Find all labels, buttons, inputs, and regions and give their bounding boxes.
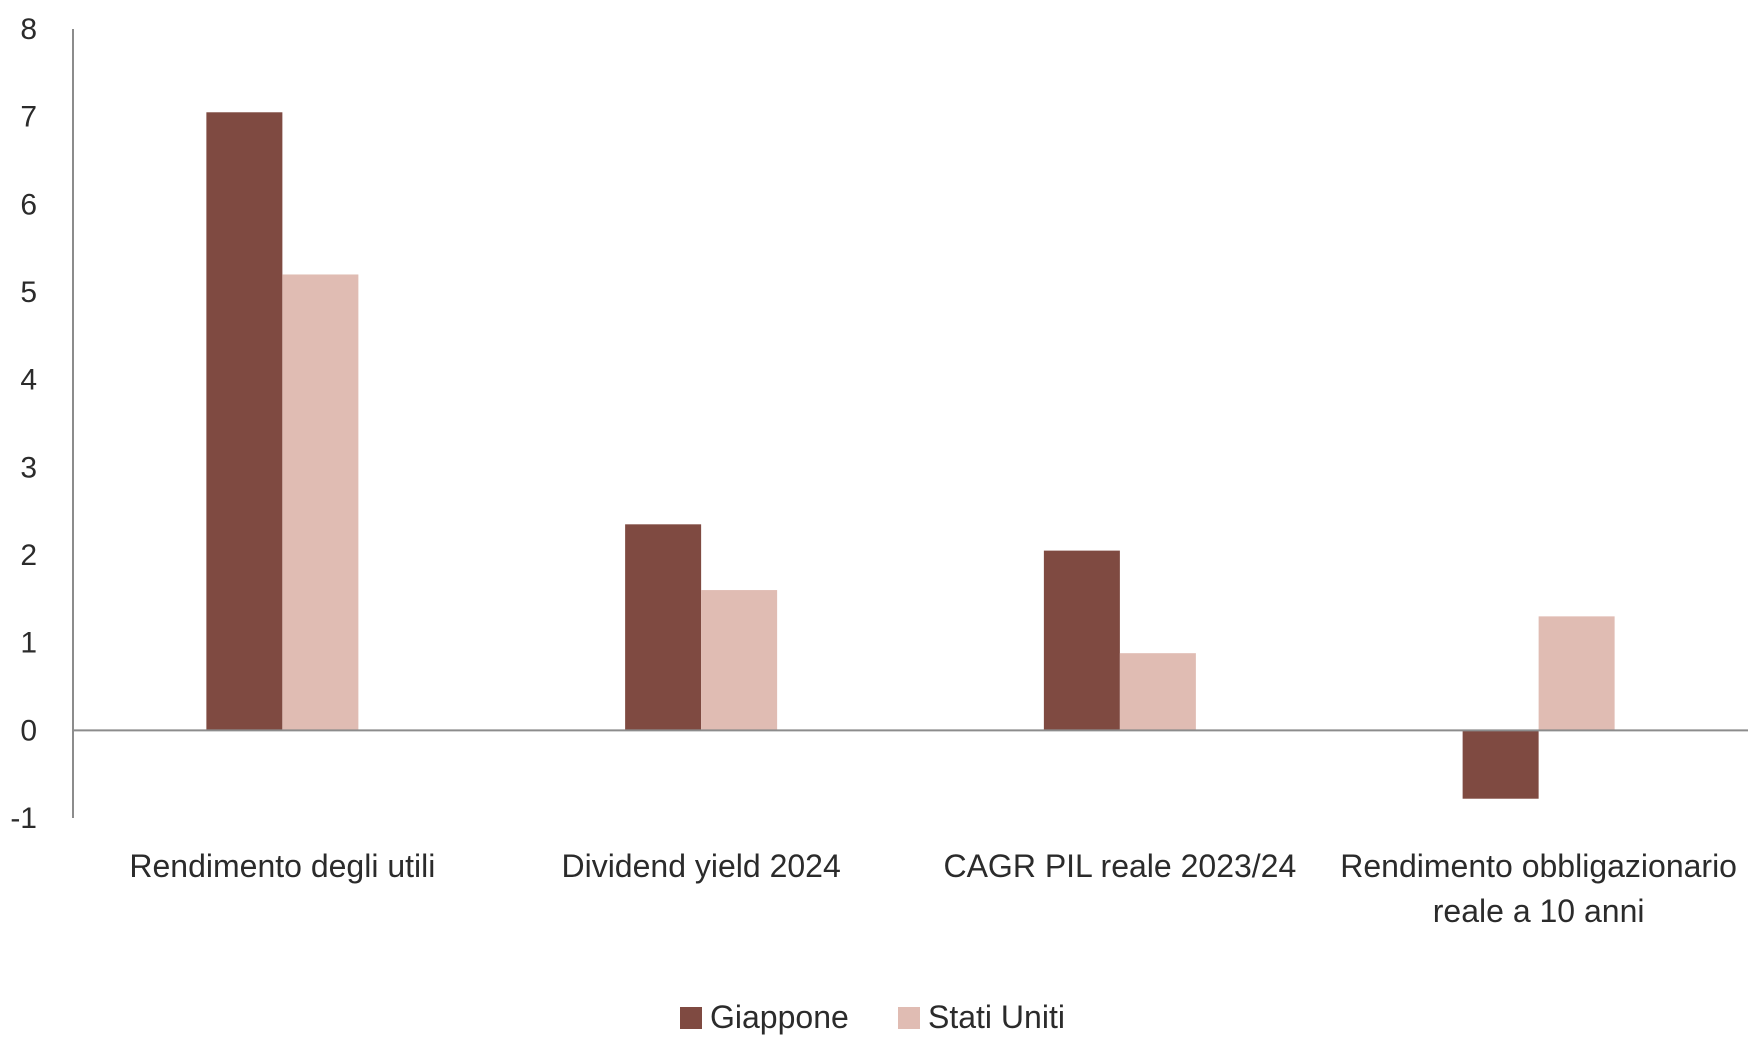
bar-stati-uniti-2 <box>1119 653 1196 731</box>
bar-stati-uniti-1 <box>701 590 778 731</box>
bar-stati-uniti-3 <box>1538 616 1615 731</box>
x-category-label: Rendimento obbligazionario reale a 10 ann… <box>1340 848 1737 929</box>
bar-stati-uniti-0 <box>282 274 359 731</box>
legend-label: Giappone <box>710 999 849 1035</box>
y-tick-label: 5 <box>20 276 37 309</box>
y-tick-label: 7 <box>20 101 37 134</box>
y-tick-label: 1 <box>20 627 37 660</box>
y-tick-label: 4 <box>20 364 37 397</box>
y-axis: 8 7 6 5 4 3 2 1 0 -1 <box>10 13 74 835</box>
y-tick-label: 0 <box>20 714 37 747</box>
legend-swatch <box>680 1007 702 1029</box>
y-tick-label: 3 <box>20 451 37 484</box>
y-tick-label: 6 <box>20 188 37 221</box>
y-tick-label: 2 <box>20 539 37 572</box>
x-category-label: CAGR PIL reale 2023/24 <box>943 848 1296 884</box>
bar-giappone-3 <box>1462 730 1539 799</box>
bar-giappone-0 <box>206 112 283 731</box>
legend-label: Stati Uniti <box>928 999 1065 1035</box>
x-category-label: Rendimento degli utili <box>129 848 435 884</box>
y-tick-label: -1 <box>10 802 37 835</box>
y-tick-label: 8 <box>20 13 37 46</box>
bars <box>206 112 1615 799</box>
x-category-label: Dividend yield 2024 <box>561 848 840 884</box>
bar-giappone-1 <box>625 524 702 731</box>
legend: Giappone Stati Uniti <box>680 999 1065 1035</box>
category-labels: Rendimento degli utili Dividend yield 202… <box>129 848 1737 929</box>
bar-giappone-2 <box>1043 550 1120 731</box>
legend-swatch <box>898 1007 920 1029</box>
